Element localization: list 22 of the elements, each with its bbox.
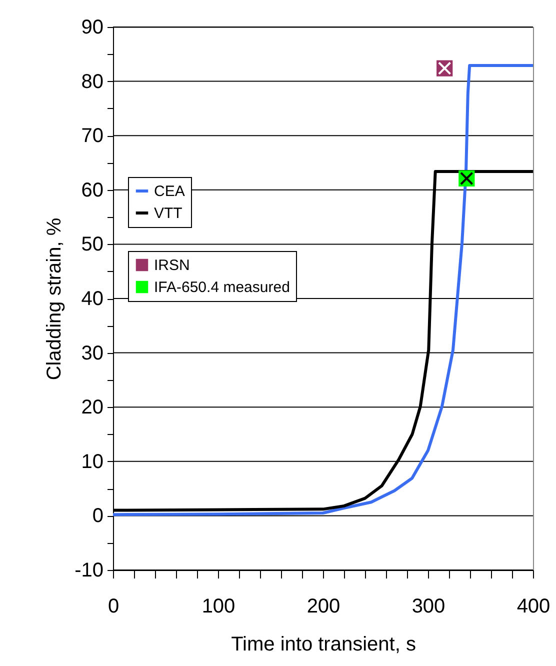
x-axis-title: Time into transient, s	[231, 634, 416, 656]
legend-label: IRSN	[154, 257, 190, 274]
legend-label: CEA	[154, 183, 185, 200]
y-tick-label: 60	[81, 179, 104, 202]
y-tick-label: 80	[81, 70, 104, 93]
y-tick-label: 40	[81, 288, 104, 310]
y-tick-label: 90	[81, 16, 104, 38]
y-tick-label: -10	[74, 560, 104, 582]
x-tick-label: 300	[412, 596, 446, 618]
x-tick-label: 200	[306, 596, 340, 618]
y-axis-title: Cladding strain, %	[44, 218, 66, 380]
y-tick-label: 0	[92, 505, 104, 528]
legend-label: IFA-650.4 measured	[154, 279, 290, 296]
x-tick-label: 400	[516, 596, 550, 618]
y-tick-label: 70	[81, 125, 104, 148]
y-tick-label: 20	[81, 396, 104, 419]
y-tick-label: 30	[81, 342, 104, 364]
y-tick-label: 10	[81, 450, 104, 473]
y-tick-label: 50	[81, 234, 104, 256]
x-tick-label: 0	[108, 596, 120, 618]
legend-label: VTT	[154, 205, 182, 222]
x-tick-label: 100	[202, 596, 236, 618]
